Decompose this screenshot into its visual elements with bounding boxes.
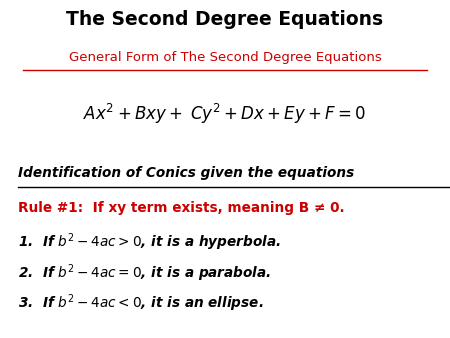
- Text: 1.  If $b^2 - 4ac > 0$, it is a hyperbola.: 1. If $b^2 - 4ac > 0$, it is a hyperbola…: [18, 232, 281, 253]
- Text: 2.  If $b^2 - 4ac = 0$, it is a parabola.: 2. If $b^2 - 4ac = 0$, it is a parabola.: [18, 262, 271, 284]
- Text: 3.  If $b^2 - 4ac < 0$, it is an ellipse.: 3. If $b^2 - 4ac < 0$, it is an ellipse.: [18, 292, 264, 314]
- Text: Rule #1:  If xy term exists, meaning B ≠ 0.: Rule #1: If xy term exists, meaning B ≠ …: [18, 201, 345, 215]
- Text: The Second Degree Equations: The Second Degree Equations: [67, 10, 383, 29]
- Text: Identification of Conics given the equations: Identification of Conics given the equat…: [18, 166, 354, 179]
- Text: $Ax^2 + Bxy +\;  Cy^2 + Dx + Ey + F = 0$: $Ax^2 + Bxy +\; Cy^2 + Dx + Ey + F = 0$: [84, 101, 366, 125]
- Text: General Form of The Second Degree Equations: General Form of The Second Degree Equati…: [68, 51, 382, 64]
